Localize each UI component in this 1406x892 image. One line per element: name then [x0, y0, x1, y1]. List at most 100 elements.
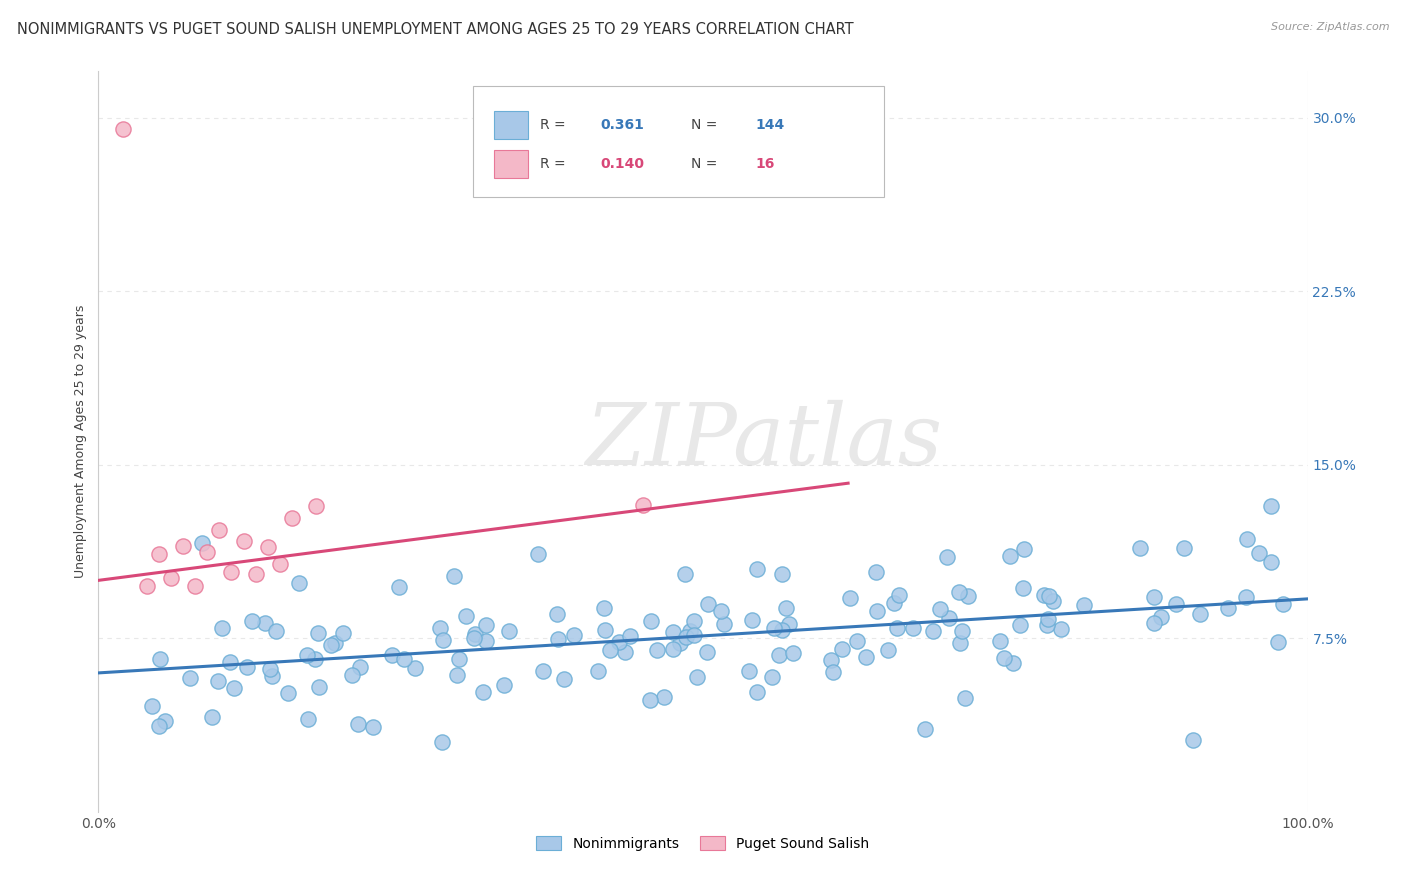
Point: [592, 601, 614, 615]
Point: [323, 636, 346, 650]
Point: [464, 626, 486, 640]
Point: [685, 670, 707, 684]
Point: [683, 628, 706, 642]
Point: [762, 621, 785, 635]
Text: R =: R =: [540, 119, 569, 132]
Text: NONIMMIGRANTS VS PUGET SOUND SALISH UNEMPLOYMENT AMONG AGES 25 TO 29 YEARS CORRE: NONIMMIGRANTS VS PUGET SOUND SALISH UNEM…: [17, 22, 853, 37]
Point: [948, 585, 970, 599]
Point: [586, 664, 609, 678]
Point: [211, 621, 233, 635]
Point: [1181, 733, 1204, 747]
Point: [929, 601, 952, 615]
Point: [259, 662, 281, 676]
Point: [619, 629, 641, 643]
Point: [865, 604, 887, 618]
Point: [553, 672, 575, 686]
Legend: Nonimmigrants, Puget Sound Salish: Nonimmigrants, Puget Sound Salish: [531, 830, 875, 856]
Text: 0.361: 0.361: [600, 119, 644, 132]
Point: [153, 714, 176, 728]
Point: [1038, 589, 1060, 603]
Point: [235, 660, 257, 674]
Point: [363, 719, 385, 733]
Point: [463, 631, 485, 645]
Point: [673, 566, 696, 581]
Point: [1189, 607, 1212, 621]
Y-axis label: Unemployment Among Ages 25 to 29 years: Unemployment Among Ages 25 to 29 years: [75, 305, 87, 578]
Point: [745, 684, 768, 698]
Point: [332, 626, 354, 640]
Point: [949, 636, 972, 650]
Point: [1249, 545, 1271, 560]
Point: [988, 633, 1011, 648]
Text: R =: R =: [540, 157, 569, 171]
Point: [957, 590, 980, 604]
Point: [1050, 622, 1073, 636]
Point: [613, 645, 636, 659]
Point: [1073, 598, 1095, 612]
Point: [775, 600, 797, 615]
Point: [388, 580, 411, 594]
Text: N =: N =: [690, 119, 721, 132]
Text: ZIPatlas: ZIPatlas: [585, 401, 942, 483]
Point: [1036, 612, 1059, 626]
FancyBboxPatch shape: [494, 150, 527, 178]
Point: [696, 645, 718, 659]
Point: [855, 649, 877, 664]
Point: [221, 566, 243, 580]
Point: [304, 652, 326, 666]
Point: [222, 681, 245, 695]
Point: [883, 596, 905, 610]
Text: 144: 144: [755, 119, 785, 132]
FancyBboxPatch shape: [494, 112, 527, 139]
Point: [821, 665, 844, 679]
Point: [768, 648, 790, 662]
Point: [349, 660, 371, 674]
Point: [662, 624, 685, 639]
Point: [475, 634, 498, 648]
Point: [1218, 600, 1240, 615]
Point: [141, 698, 163, 713]
Point: [669, 636, 692, 650]
Point: [820, 652, 842, 666]
Point: [593, 623, 616, 637]
Point: [738, 664, 761, 678]
Point: [745, 562, 768, 576]
Point: [277, 686, 299, 700]
Point: [308, 680, 330, 694]
Point: [901, 621, 924, 635]
Point: [429, 621, 451, 635]
Point: [184, 579, 207, 593]
Point: [846, 634, 869, 648]
Point: [148, 719, 170, 733]
Point: [256, 540, 278, 554]
Point: [472, 685, 495, 699]
Point: [887, 588, 910, 602]
Point: [295, 648, 318, 662]
Point: [865, 566, 887, 580]
Point: [1267, 635, 1289, 649]
Point: [245, 566, 267, 581]
Point: [111, 122, 134, 136]
Point: [232, 533, 254, 548]
Point: [1036, 617, 1059, 632]
Point: [914, 722, 936, 736]
Point: [208, 523, 231, 537]
Point: [778, 616, 800, 631]
Point: [269, 557, 291, 571]
Point: [877, 643, 900, 657]
Point: [713, 617, 735, 632]
Point: [474, 617, 496, 632]
Point: [838, 591, 860, 605]
Point: [1271, 597, 1294, 611]
Point: [1164, 597, 1187, 611]
Point: [709, 604, 731, 618]
Text: N =: N =: [690, 157, 721, 171]
Text: 0.140: 0.140: [600, 157, 644, 171]
Point: [938, 611, 960, 625]
Point: [498, 624, 520, 638]
Point: [546, 607, 568, 621]
Point: [741, 613, 763, 627]
Point: [950, 624, 973, 639]
Text: 16: 16: [755, 157, 775, 171]
Point: [148, 547, 170, 561]
